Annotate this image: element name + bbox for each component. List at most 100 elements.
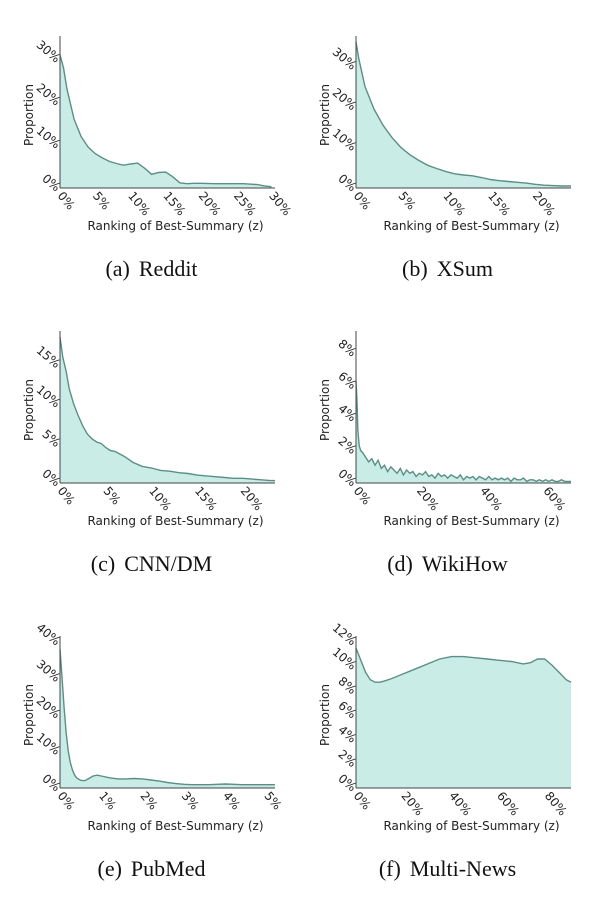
area-fill — [60, 649, 275, 788]
area-fill — [356, 42, 571, 188]
x-tick-label: 15% — [192, 484, 220, 513]
chart-xsum: 0%10%20%30%0% 5% 10% 15% 20%Ranking of Best-… — [318, 36, 571, 233]
panel-cnndm: 0% 5% 10% 15% 0% 5% 10% 15% 20% Ranking of Best-S… — [0, 295, 303, 598]
x-axis-label: Ranking of Best-Summary (z) — [87, 219, 263, 233]
series-line — [59, 649, 275, 786]
y-tick-label: 10% — [34, 383, 63, 411]
panel-multinews: 0% 2% 4% 6% 8% 10% 12% 0% 20% 40% 60% 80% Ranking of… — [296, 600, 599, 903]
x-tick-label: 60% — [494, 789, 522, 818]
y-tick-label: 15% — [34, 343, 63, 371]
chart-reddit: 0%10%20%30%0% 5% 10% 15% 20% 25% 30%Ranking of… — [22, 36, 294, 233]
caption-tag: (b) — [402, 256, 428, 281]
x-tick-label: 4% — [220, 789, 243, 813]
x-tick-label: 15% — [160, 189, 188, 218]
x-tick-label: 30% — [266, 189, 294, 218]
area-fill — [356, 648, 571, 788]
caption-tag: (a) — [105, 256, 130, 281]
x-tick-label: 20% — [238, 484, 266, 513]
x-tick-label: 0% — [351, 189, 374, 213]
series-line — [59, 336, 275, 482]
x-tick-label: 20% — [530, 189, 558, 218]
caption-cnndm: (c) CNN/DM — [0, 551, 303, 577]
x-tick-label: 5% — [90, 189, 113, 213]
caption-text: Reddit — [138, 256, 198, 281]
x-tick-label: 60% — [540, 484, 568, 513]
caption-multinews: (f) Multi-News — [296, 856, 599, 882]
panel-xsum: 0% 10% 20% 30% 0% 5% 10% 15% 20% Ranking of Best-… — [296, 0, 599, 303]
x-tick-label: 5% — [395, 189, 418, 213]
x-tick-label: 20% — [398, 789, 426, 818]
y-tick-label: 10% — [330, 126, 359, 154]
y-axis-label: Proportion — [22, 684, 36, 746]
x-tick-label: 5% — [100, 484, 123, 508]
x-tick-label: 40% — [446, 789, 474, 818]
y-tick-label: 12% — [330, 620, 359, 648]
x-tick-label: 10% — [146, 484, 174, 513]
x-tick-label: 1% — [96, 789, 119, 813]
y-tick-label: 10% — [330, 645, 359, 673]
y-tick-label: 20% — [34, 693, 63, 721]
caption-text: Multi-News — [409, 856, 517, 881]
x-axis-label: Ranking of Best-Summary (z) — [383, 819, 559, 833]
y-axis-label: Proportion — [22, 379, 36, 441]
y-axis-label: Proportion — [22, 84, 36, 146]
x-tick-label: 2% — [137, 789, 160, 813]
caption-text: CNN/DM — [124, 551, 213, 576]
caption-tag: (c) — [90, 551, 116, 576]
panel-reddit: 0% 10% 20% 30% 0% 5% 10% 15% 20% 25% 30% Ranking of… — [0, 0, 303, 303]
x-tick-label: 15% — [485, 189, 513, 218]
chart-cnndm: 0%5%10%15%0% 5% 10% 15% 20%Ranking of Best-S… — [22, 331, 275, 528]
area-fill — [60, 337, 275, 483]
x-tick-label: 0% — [351, 789, 374, 813]
x-tick-label: 3% — [179, 789, 202, 813]
x-tick-label: 20% — [196, 189, 224, 218]
x-axis-label: Ranking of Best-Summary (z) — [383, 514, 559, 528]
x-tick-label: 10% — [125, 189, 153, 218]
chart-wikihow: 0%2%4%6%8%0% 20% 40% 60%Ranking of Best-Sum… — [318, 331, 571, 528]
series-line — [355, 41, 571, 187]
y-tick-label: 30% — [34, 657, 63, 685]
caption-tag: (e) — [97, 856, 122, 881]
y-tick-label: 20% — [330, 85, 359, 113]
caption-reddit: (a) Reddit — [0, 256, 303, 282]
x-axis-label: Ranking of Best-Summary (z) — [87, 819, 263, 833]
caption-xsum: (b) XSum — [296, 256, 599, 282]
y-axis-label: Proportion — [318, 84, 332, 146]
x-tick-label: 10% — [440, 189, 468, 218]
x-tick-label: 20% — [414, 484, 442, 513]
x-tick-label: 0% — [55, 189, 78, 213]
chart-multinews: 0%2%4%6%8%10%12%0% 20% 40% 60% 80%Ranking of… — [318, 620, 572, 833]
x-tick-label: 25% — [231, 189, 259, 218]
chart-pubmed: 0%10%20%30%40%0% 1% 2% 3% 4% 5%Ranking of Bes… — [22, 620, 284, 833]
x-axis-label: Ranking of Best-Summary (z) — [383, 219, 559, 233]
panel-pubmed: 0% 10% 20% 30% 40% 0% 1% 2% 3% 4% 5% Ranking of Bes… — [0, 600, 303, 903]
x-tick-label: 80% — [542, 789, 570, 818]
x-tick-label: 40% — [477, 484, 505, 513]
area-fill — [356, 380, 571, 483]
x-tick-label: 0% — [351, 484, 374, 508]
y-axis-label: Proportion — [318, 684, 332, 746]
y-tick-label: 20% — [34, 81, 63, 109]
caption-wikihow: (d) WikiHow — [296, 551, 599, 577]
y-tick-label: 40% — [34, 620, 63, 648]
panel-wikihow: 0% 2% 4% 6% 8% 0% 20% 40% 60% Ranking of Best-Sum… — [296, 295, 599, 598]
caption-text: PubMed — [130, 856, 206, 881]
y-tick-label: 10% — [34, 123, 63, 151]
y-axis-label: Proportion — [318, 379, 332, 441]
area-fill — [60, 54, 272, 189]
series-line — [355, 647, 572, 683]
x-tick-label: 5% — [261, 789, 284, 813]
caption-tag: (d) — [387, 551, 413, 576]
caption-text: WikiHow — [421, 551, 508, 576]
x-tick-label: 0% — [55, 484, 78, 508]
caption-pubmed: (e) PubMed — [0, 856, 303, 882]
y-tick-label: 30% — [34, 38, 63, 66]
x-tick-label: 0% — [55, 789, 78, 813]
y-tick-label: 30% — [330, 45, 359, 73]
y-tick-label: 10% — [34, 730, 63, 758]
caption-tag: (f) — [378, 856, 401, 881]
series-line — [355, 380, 571, 483]
series-line — [59, 54, 272, 188]
caption-text: XSum — [436, 256, 493, 281]
x-axis-label: Ranking of Best-Summary (z) — [87, 514, 263, 528]
